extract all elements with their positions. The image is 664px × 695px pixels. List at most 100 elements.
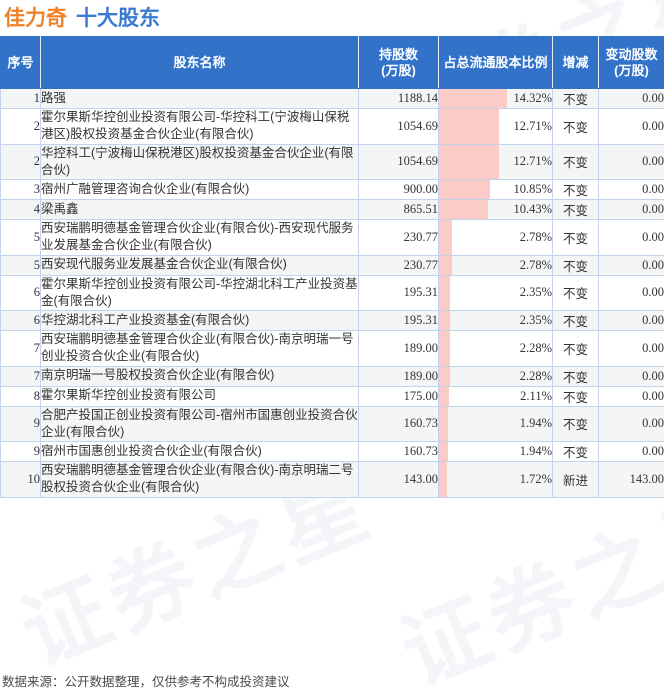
cell-percent: 12.71% xyxy=(438,108,553,145)
cell-delta-shares: 0.00 xyxy=(598,108,664,145)
cell-holder-name: 宿州市国惠创业投资合伙企业(有限合伙) xyxy=(40,441,359,462)
percent-bar xyxy=(439,109,499,144)
cell-change-status: 不变 xyxy=(552,385,599,407)
percent-bar xyxy=(439,387,449,405)
percent-bar xyxy=(439,462,448,497)
cell-quantity: 189.00 xyxy=(358,365,439,387)
cell-holder-name: 西安现代服务业发展基金合伙企业(有限合伙) xyxy=(40,254,359,276)
percent-value: 1.72% xyxy=(519,471,552,486)
cell-index: 9 xyxy=(0,441,41,462)
percent-value: 2.28% xyxy=(519,340,552,355)
page-title: 佳力奇 十大股东 xyxy=(4,0,160,34)
percent-bar xyxy=(439,311,451,330)
cell-change-status: 不变 xyxy=(552,274,599,311)
stock-name: 佳力奇 xyxy=(4,7,67,30)
table-row: 5 西安现代服务业发展基金合伙企业(有限合伙) 230.77 2.78% 不变 0.00 xyxy=(0,254,664,276)
cell-percent: 2.35% xyxy=(438,310,553,331)
table-row: 7 南京明瑞一号股权投资合伙企业(有限合伙) 189.00 2.28% 不变 0.00 xyxy=(0,365,664,387)
column-header-quantity: 持股数 (万股) xyxy=(358,36,439,89)
cell-holder-name: 华控湖北科工产业投资基金(有限合伙) xyxy=(40,310,359,331)
percent-value: 1.94% xyxy=(519,444,552,458)
cell-delta-shares: 0.00 xyxy=(598,179,664,200)
percent-value: 10.85% xyxy=(513,182,552,196)
column-header-percent: 占总流通股本比例 xyxy=(438,36,553,89)
cell-holder-name: 霍尔果斯华控创业投资有限公司-华控湖北科工产业投资基金(有限合伙) xyxy=(40,274,359,311)
cell-change-status: 不变 xyxy=(552,219,599,256)
cell-delta-shares: 143.00 xyxy=(598,461,664,498)
cell-quantity: 865.51 xyxy=(358,199,439,220)
table-row: 6 霍尔果斯华控创业投资有限公司-华控湖北科工产业投资基金(有限合伙) 195.31… xyxy=(0,274,664,311)
cell-change-status: 不变 xyxy=(552,330,599,367)
cell-delta-shares: 0.00 xyxy=(598,330,664,367)
cell-percent: 1.94% xyxy=(438,405,553,442)
cell-index: 2 xyxy=(0,108,41,145)
cell-change-status: 不变 xyxy=(552,365,599,387)
table-row: 4 梁禹鑫 865.51 10.43% 不变 0.00 xyxy=(0,199,664,220)
cell-percent: 10.43% xyxy=(438,199,553,220)
cell-holder-name: 霍尔果斯华控创业投资有限公司 xyxy=(40,385,359,407)
column-header-delta-line1: 变动股数 xyxy=(605,46,658,62)
column-header-quantity-line1: 持股数 xyxy=(378,46,418,62)
cell-quantity: 1188.14 xyxy=(358,88,439,109)
cell-quantity: 900.00 xyxy=(358,179,439,200)
cell-delta-shares: 0.00 xyxy=(598,219,664,256)
table-row: 7 西安瑞鹏明德基金管理合伙企业(有限合伙)-南京明瑞一号创业投资合伙企业(有限合… xyxy=(0,330,664,367)
percent-bar xyxy=(439,180,491,199)
cell-delta-shares: 0.00 xyxy=(598,310,664,331)
percent-value: 12.71% xyxy=(513,118,552,133)
cell-delta-shares: 0.00 xyxy=(598,365,664,387)
percent-value: 14.32% xyxy=(513,91,552,105)
report-name: 十大股东 xyxy=(76,7,160,30)
cell-change-status: 不变 xyxy=(552,254,599,276)
cell-index: 7 xyxy=(0,330,41,367)
percent-bar xyxy=(439,256,453,274)
percent-value: 2.28% xyxy=(519,368,552,383)
table-row: 5 西安瑞鹏明德基金管理合伙企业(有限合伙)-西安现代服务业发展基金合伙企业(有限… xyxy=(0,219,664,256)
cell-index: 6 xyxy=(0,274,41,311)
holders-table: 序号 股东名称 持股数 (万股) 占总流通股本比例 增减 变动股数 (万股) 1… xyxy=(0,36,664,498)
percent-bar xyxy=(439,275,451,310)
cell-index: 6 xyxy=(0,310,41,331)
percent-value: 2.78% xyxy=(519,229,552,244)
cell-change-status: 不变 xyxy=(552,441,599,462)
table-row: 1 路强 1188.14 14.32% 不变 0.00 xyxy=(0,88,664,109)
cell-percent: 2.78% xyxy=(438,254,553,276)
cell-percent: 12.71% xyxy=(438,143,553,180)
cell-change-status: 新进 xyxy=(552,461,599,498)
data-source-footnote: 数据来源：公开数据整理，仅供参考不构成投资建议 xyxy=(2,675,290,689)
cell-index: 8 xyxy=(0,385,41,407)
cell-change-status: 不变 xyxy=(552,108,599,145)
percent-bar xyxy=(439,89,507,108)
cell-holder-name: 梁禹鑫 xyxy=(40,199,359,220)
percent-value: 2.35% xyxy=(519,285,552,300)
cell-index: 7 xyxy=(0,365,41,387)
cell-percent: 14.32% xyxy=(438,88,553,109)
cell-percent: 1.94% xyxy=(438,441,553,462)
cell-change-status: 不变 xyxy=(552,179,599,200)
cell-holder-name: 路强 xyxy=(40,88,359,109)
table-row: 9 宿州市国惠创业投资合伙企业(有限合伙) 160.73 1.94% 不变 0.00 xyxy=(0,441,664,462)
cell-index: 2 xyxy=(0,143,41,180)
column-header-index: 序号 xyxy=(0,36,41,89)
table-row: 8 霍尔果斯华控创业投资有限公司 175.00 2.11% 不变 0.00 xyxy=(0,385,664,407)
cell-percent: 2.35% xyxy=(438,274,553,311)
cell-index: 9 xyxy=(0,405,41,442)
percent-bar xyxy=(439,220,453,255)
cell-change-status: 不变 xyxy=(552,405,599,442)
cell-quantity: 175.00 xyxy=(358,385,439,407)
cell-percent: 1.72% xyxy=(438,461,553,498)
cell-delta-shares: 0.00 xyxy=(598,254,664,276)
percent-bar xyxy=(439,367,450,385)
cell-quantity: 195.31 xyxy=(358,310,439,331)
table-row: 9 合肥产投国正创业投资有限公司-宿州市国惠创业投资合伙企业(有限合伙) 160.7… xyxy=(0,405,664,442)
cell-holder-name: 合肥产投国正创业投资有限公司-宿州市国惠创业投资合伙企业(有限合伙) xyxy=(40,405,359,442)
cell-delta-shares: 0.00 xyxy=(598,88,664,109)
cell-holder-name: 西安瑞鹏明德基金管理合伙企业(有限合伙)-南京明瑞二号股权投资合伙企业(有限合伙… xyxy=(40,461,359,498)
cell-holder-name: 霍尔果斯华控创业投资有限公司-华控科工(宁波梅山保税港区)股权投资基金合伙企业(… xyxy=(40,108,359,145)
table-body: 1 路强 1188.14 14.32% 不变 0.00 2 霍尔果斯华控创业投资有限公司-华控… xyxy=(0,88,664,498)
cell-holder-name: 宿州广融管理咨询合伙企业(有限合伙) xyxy=(40,179,359,200)
cell-delta-shares: 0.00 xyxy=(598,199,664,220)
cell-index: 4 xyxy=(0,199,41,220)
column-header-delta-line2: (万股) xyxy=(614,62,649,78)
